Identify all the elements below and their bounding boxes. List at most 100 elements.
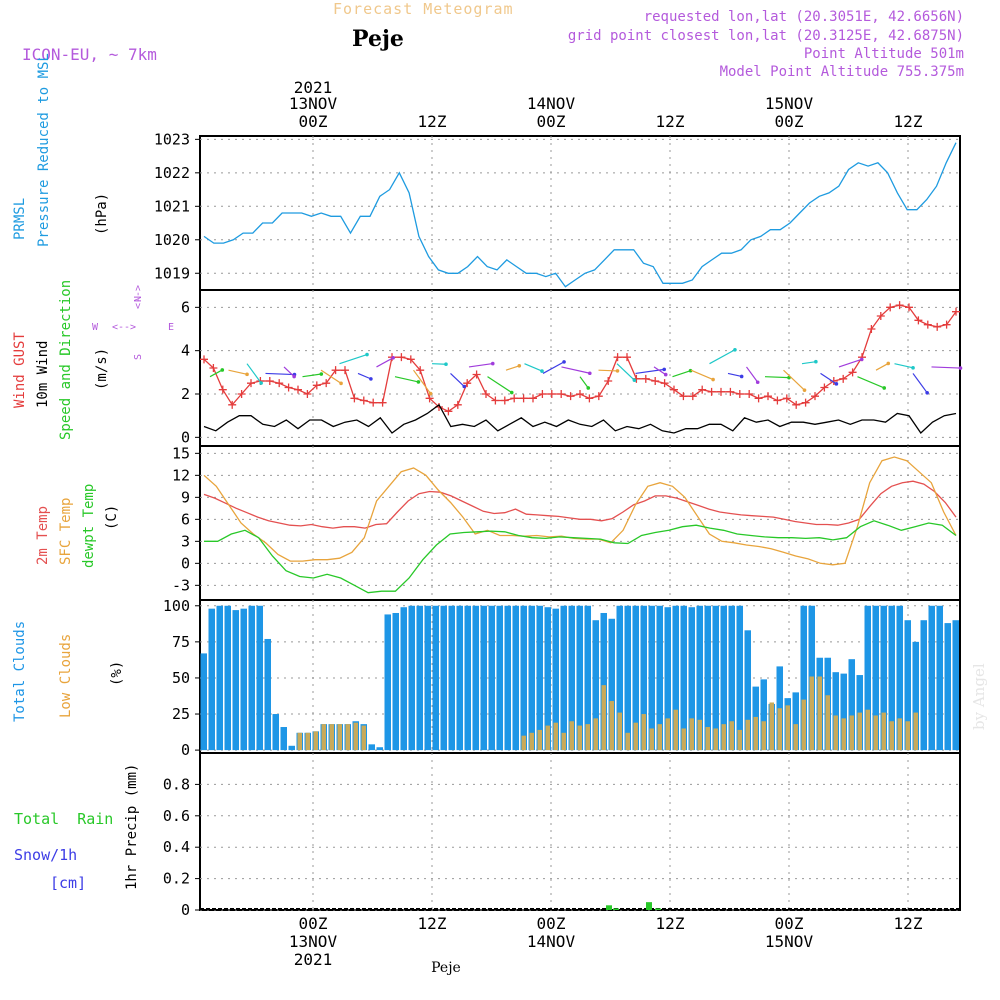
cloud-total-bar-70 — [760, 679, 767, 751]
wind-arrow-10 — [394, 376, 419, 383]
wind-arrow-37 — [894, 363, 914, 369]
cloud-low-bar-19 — [353, 722, 358, 751]
gust-marker-53 — [698, 385, 707, 394]
wind-arrow-head-21 — [615, 369, 620, 373]
cloud-total-bar-40 — [520, 605, 527, 751]
cloud-total-bar-31 — [448, 605, 455, 751]
wind-arrow-29 — [746, 366, 759, 383]
cloud-low-bar-61 — [689, 718, 694, 751]
cloud-low-bar-74 — [793, 724, 798, 751]
wind-arrow-13 — [450, 372, 465, 387]
wind-arrow-39 — [931, 366, 961, 369]
rain-bar-3 — [655, 908, 661, 910]
wind-arrow-21 — [598, 369, 618, 372]
bottom-tick-label-2: 00Z — [537, 914, 566, 933]
ytick-label-clouds-1: 25 — [172, 705, 190, 723]
wind-arrow-head-18 — [562, 360, 566, 364]
wind-arrow-30 — [764, 376, 790, 379]
gust-marker-43 — [604, 377, 613, 385]
ytick-label-pressure-3: 1022 — [154, 164, 190, 182]
cloud-low-bar-12 — [297, 732, 302, 751]
cloud-low-label: Low Clouds — [58, 634, 74, 718]
gust-marker-12 — [312, 381, 321, 390]
gust-marker-40 — [576, 390, 584, 398]
cloud-total-bar-79 — [832, 672, 839, 751]
wind-arrow-19 — [561, 366, 590, 374]
cloud-low-bar-18 — [345, 724, 350, 751]
model-altitude: Model Point Altitude 755.375m — [719, 64, 964, 80]
cloud-low-bar-86 — [889, 721, 894, 751]
compass-w: W — [92, 322, 99, 333]
cloud-low-bar-13 — [305, 732, 310, 751]
ytick-label-temperature-6: 15 — [172, 444, 190, 462]
wind-arrow-16 — [505, 365, 520, 371]
cloud-total-bar-49 — [592, 620, 599, 751]
gust-marker-28 — [463, 379, 472, 388]
temp-dew-label: dewpt Temp — [81, 484, 97, 568]
gust-marker-7 — [265, 377, 274, 385]
top-tick-label-2: 00Z — [537, 112, 566, 131]
chart-title: Forecast Meteogram — [333, 0, 514, 18]
cloud-total-bar-82 — [856, 675, 863, 751]
cloud-low-bar-68 — [745, 719, 750, 751]
ytick-label-temperature-2: 3 — [181, 532, 190, 550]
wind-arrow-head-15 — [509, 390, 514, 395]
ytick-label-precipitation-1: 0.2 — [163, 870, 190, 888]
cloud-total-bar-33 — [464, 605, 471, 751]
gust-marker-60 — [764, 392, 772, 401]
cloud-total-bar-56 — [648, 605, 655, 751]
cloud-low-bar-57 — [657, 724, 662, 751]
gust-marker-78 — [933, 322, 942, 331]
wind-arrow-2 — [246, 363, 262, 384]
cloud-low-bar-87 — [897, 718, 902, 751]
gust-marker-2 — [218, 385, 227, 394]
cloud-total-bar-35 — [480, 605, 487, 751]
cloud-low-bar-66 — [729, 721, 734, 751]
cloud-low-bar-14 — [313, 731, 318, 751]
gust-marker-14 — [331, 366, 340, 375]
wind-arrow-12 — [431, 363, 447, 365]
wind-arrow-head-2 — [259, 381, 263, 385]
gust-marker-8 — [275, 379, 284, 388]
bottom-tick-label-5: 12Z — [894, 914, 923, 933]
cloud-total-bar-36 — [488, 605, 495, 751]
cloud-total-bar-93 — [944, 623, 951, 751]
wind-arrow-33 — [820, 372, 837, 385]
compass-s: S — [133, 354, 144, 360]
cloud-low-bar-58 — [665, 718, 670, 751]
wind-arrow-27 — [709, 349, 736, 365]
cloud-total-bar-80 — [840, 673, 847, 751]
cloud-total-bar-3 — [224, 605, 231, 751]
pressure-unit: (hPa) — [94, 193, 110, 235]
gust-marker-68 — [839, 374, 848, 383]
gust-marker-32 — [500, 396, 509, 405]
gust-marker-48 — [651, 377, 660, 385]
cloud-total-bar-88 — [904, 620, 911, 751]
wind-arrow-head-14 — [490, 361, 495, 366]
wind-arrow-38 — [912, 373, 928, 394]
ytick-label-wind-3: 6 — [181, 298, 190, 316]
cloud-total-bar-58 — [664, 607, 671, 751]
gust-marker-19 — [378, 398, 387, 407]
wind-arrow-head-0 — [220, 368, 225, 372]
gust-marker-54 — [707, 387, 716, 396]
series-line-10m-wind — [203, 403, 957, 434]
wind-arrow-20 — [579, 376, 589, 389]
cloud-low-bar-43 — [545, 725, 550, 751]
series-line-prmsl — [203, 142, 957, 288]
gust-marker-31 — [491, 396, 500, 405]
cloud-low-bar-82 — [857, 712, 862, 751]
cloud-low-bar-49 — [593, 718, 598, 751]
cloud-total-bar-41 — [528, 605, 535, 751]
cloud-total-bar-27 — [416, 605, 423, 751]
cloud-low-bar-77 — [817, 676, 822, 751]
wind-10m-label: 10m Wind — [35, 341, 51, 408]
top-tick-label-0: 00Z — [299, 112, 328, 131]
gust-marker-50 — [670, 385, 678, 394]
bottom-tick-label-4: 00Z — [775, 914, 804, 933]
wind-arrow-head-37 — [911, 366, 915, 370]
gust-marker-15 — [341, 366, 349, 375]
gust-marker-51 — [679, 392, 688, 401]
bottom-tick-label-0: 00Z — [299, 914, 328, 933]
